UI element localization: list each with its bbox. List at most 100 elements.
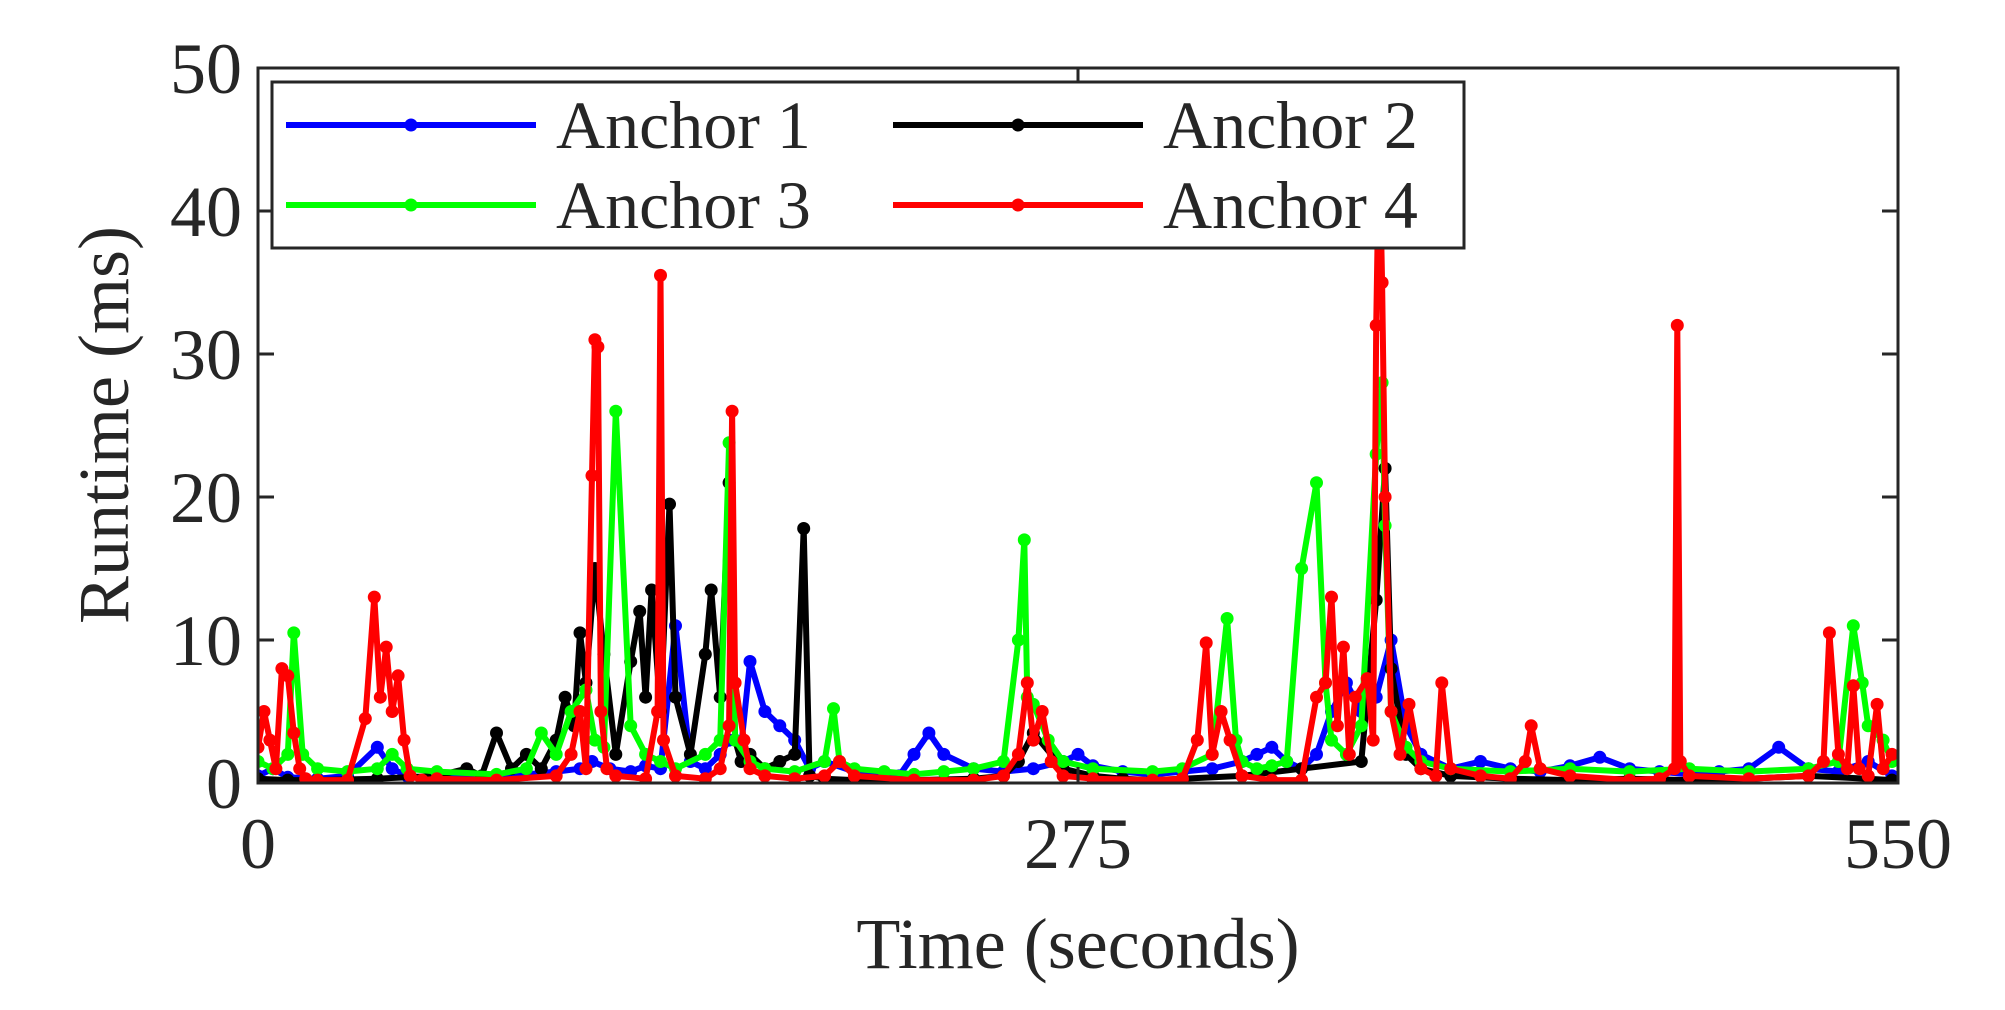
data-point [1593, 750, 1607, 764]
data-point [1310, 690, 1323, 704]
data-point [1310, 476, 1323, 490]
data-point [370, 772, 384, 783]
data-point [1822, 626, 1836, 640]
data-point [391, 669, 405, 683]
data-point [1026, 733, 1040, 747]
series-layer [258, 133, 1898, 783]
data-point [1250, 762, 1264, 776]
data-point [1175, 772, 1189, 783]
data-point [1474, 755, 1487, 768]
data-point [639, 690, 653, 704]
data-point [549, 747, 563, 761]
legend-item: Anchor 3 [286, 167, 811, 243]
data-point [1742, 772, 1756, 783]
data-point [1310, 747, 1323, 761]
data-point [1319, 676, 1332, 690]
data-point [698, 772, 712, 783]
data-point [1354, 719, 1368, 733]
data-point [269, 762, 283, 776]
data-point [788, 772, 802, 783]
data-point [1330, 719, 1344, 733]
legend: Anchor 1 Anchor 2 Anchor 3 Anchor 4 [270, 80, 1466, 250]
data-point [549, 769, 563, 783]
data-point [833, 755, 846, 768]
data-point [669, 690, 682, 704]
data-point [1670, 318, 1684, 332]
data-point [358, 712, 372, 726]
data-point [573, 705, 587, 718]
data-point [847, 769, 861, 783]
data-point [370, 762, 384, 776]
x-tick-label: 550 [1844, 804, 1952, 884]
data-point [609, 747, 623, 761]
data-point [588, 733, 602, 747]
x-tick-label: 0 [240, 804, 276, 884]
y-tick-label: 10 [170, 601, 242, 681]
data-point [1056, 755, 1070, 768]
data-point [534, 762, 548, 776]
data-point [370, 740, 384, 754]
legend-box [270, 80, 1466, 250]
data-point [600, 762, 614, 776]
data-point [403, 769, 417, 783]
data-point [1011, 747, 1025, 761]
data-point [997, 769, 1010, 783]
data-point [519, 762, 533, 776]
legend-swatch-marker [1011, 198, 1025, 212]
y-tick-label: 20 [170, 458, 242, 538]
data-point [367, 590, 381, 604]
data-point [1885, 773, 1898, 783]
legend-item: Anchor 2 [893, 87, 1418, 163]
data-point [1056, 769, 1070, 783]
data-point [651, 705, 665, 718]
data-point [1348, 690, 1362, 704]
data-point [1146, 773, 1159, 783]
data-point [281, 747, 295, 761]
data-point [1280, 755, 1294, 768]
data-point [698, 647, 712, 661]
data-point [430, 772, 444, 783]
data-point [311, 762, 325, 776]
data-point [1199, 636, 1213, 650]
x-tick-label: 275 [1024, 804, 1132, 884]
data-point [633, 604, 647, 618]
data-point [1223, 733, 1237, 747]
data-point [293, 762, 307, 776]
data-point [1870, 697, 1884, 711]
data-point [797, 522, 811, 535]
y-tick-label: 30 [170, 315, 242, 395]
data-point [725, 404, 739, 418]
data-point [704, 583, 718, 597]
data-point [818, 755, 831, 768]
data-point [287, 726, 301, 740]
y-tick-label: 50 [170, 29, 242, 109]
data-point [1342, 747, 1356, 761]
data-point [1402, 697, 1416, 711]
data-point [758, 705, 772, 718]
data-point [722, 719, 736, 733]
data-point [1840, 762, 1854, 776]
data-point [743, 762, 757, 776]
data-point [937, 747, 951, 761]
data-point [773, 755, 787, 768]
data-point [311, 773, 325, 783]
series-4 [258, 133, 1898, 783]
data-point [663, 497, 676, 511]
data-point [1524, 719, 1538, 733]
data-point [654, 755, 667, 768]
data-point [967, 762, 981, 776]
data-point [1336, 640, 1350, 654]
data-point [594, 705, 608, 718]
data-point [669, 769, 682, 783]
data-point [1414, 762, 1428, 776]
data-point [1265, 740, 1279, 754]
legend-item: Anchor 1 [286, 87, 811, 163]
data-point [1802, 769, 1815, 783]
data-point [1653, 772, 1666, 783]
data-point [818, 769, 831, 783]
data-point [967, 773, 981, 783]
data-point [573, 626, 587, 640]
data-point [609, 769, 623, 783]
data-point [937, 765, 951, 779]
